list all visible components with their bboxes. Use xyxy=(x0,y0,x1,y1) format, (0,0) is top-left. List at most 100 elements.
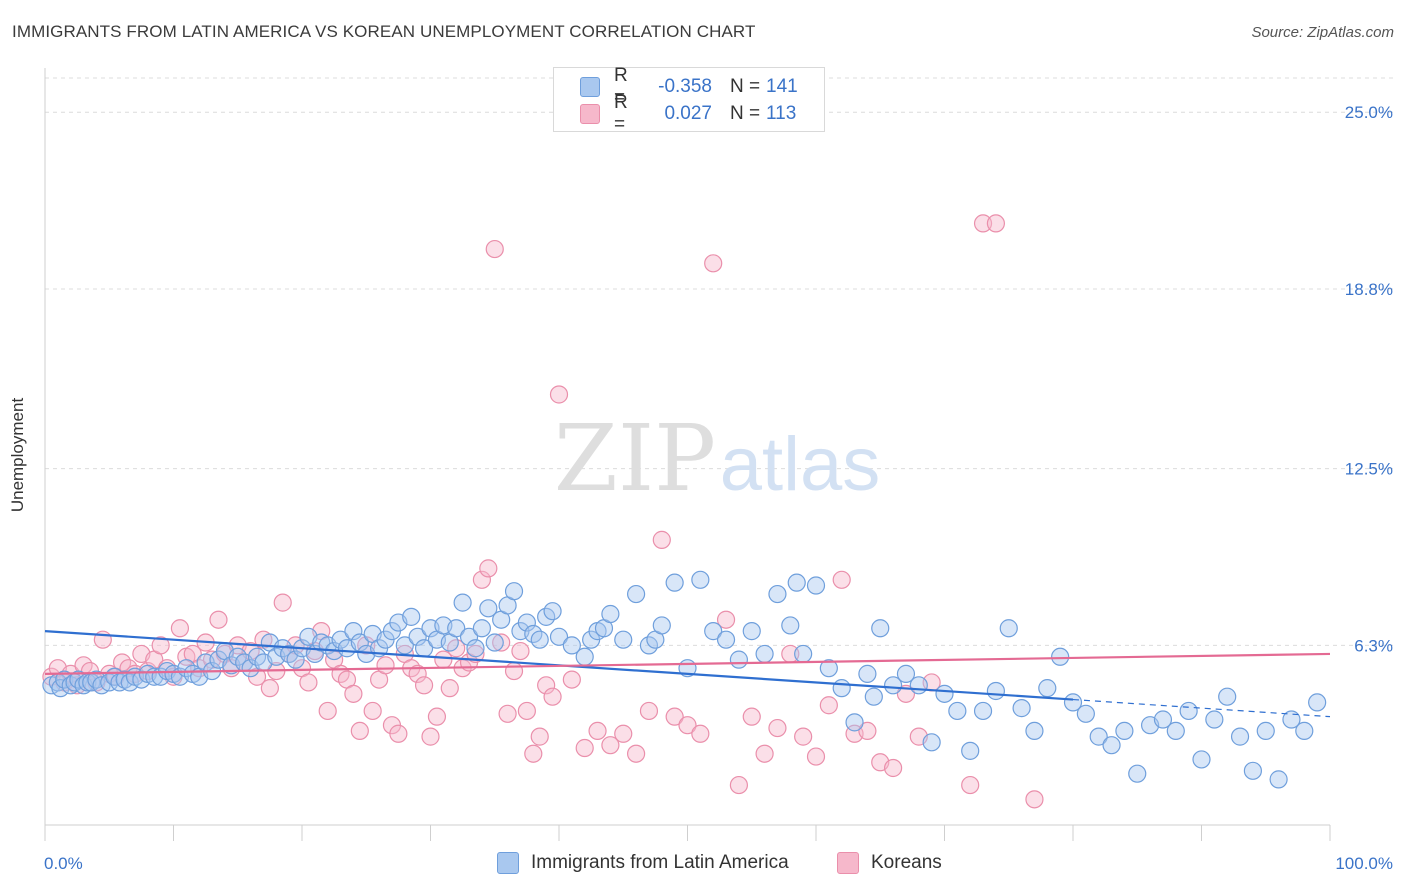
latin-america-point xyxy=(1243,761,1263,780)
correlation-legend: R = -0.358 N = 141 R = 0.027 N = 113 xyxy=(553,65,825,135)
data-points xyxy=(42,214,1327,809)
korean-point xyxy=(973,214,993,233)
korean-point xyxy=(1025,790,1044,809)
korean-point xyxy=(530,727,549,746)
latin-america-point xyxy=(1051,647,1070,666)
latin-america-point xyxy=(742,622,761,641)
legend-swatch-pink xyxy=(837,852,859,874)
latin-america-point xyxy=(1128,764,1147,783)
latin-america-point xyxy=(768,584,787,604)
korean-point xyxy=(562,670,581,689)
legend-item-latin-america[interactable]: Immigrants from Latin America xyxy=(497,852,789,874)
korean-point xyxy=(729,775,749,795)
latin-america-point xyxy=(1205,710,1224,729)
korean-point xyxy=(832,570,851,589)
y-tick-label: 12.5% xyxy=(1345,460,1393,479)
latin-america-trendline-extension xyxy=(1072,698,1331,718)
latin-america-point xyxy=(1089,727,1108,746)
korean-point xyxy=(652,530,671,549)
latin-america-point xyxy=(1230,727,1250,746)
latin-america-point xyxy=(806,576,826,595)
latin-america-point xyxy=(1282,710,1301,729)
latin-america-point xyxy=(1115,721,1134,741)
latin-america-point xyxy=(871,619,890,638)
korean-point xyxy=(614,724,633,743)
legend-label: Koreans xyxy=(871,852,942,873)
korean-point xyxy=(350,721,369,741)
latin-america-point xyxy=(626,584,646,604)
korean-point xyxy=(260,679,279,698)
latin-america-point xyxy=(986,681,1006,701)
korean-point xyxy=(768,718,787,738)
chart-title: IMMIGRANTS FROM LATIN AMERICA VS KOREAN … xyxy=(12,22,756,41)
latin-america-point xyxy=(575,647,594,666)
latin-america-point xyxy=(1166,721,1185,741)
korean-point xyxy=(537,676,556,695)
watermark: ZIP atlas xyxy=(554,405,880,512)
korean-point xyxy=(376,656,395,675)
korean-point xyxy=(485,239,504,259)
korean-point xyxy=(414,676,434,695)
korean-point xyxy=(517,701,536,721)
n-value: 113 xyxy=(766,103,797,124)
korean-point xyxy=(742,707,761,726)
r-label: R = xyxy=(614,92,628,135)
korean-point xyxy=(498,704,517,723)
latin-america-point xyxy=(601,604,620,624)
korean-point xyxy=(299,673,318,692)
n-label: N = xyxy=(730,103,761,124)
korean-point xyxy=(755,744,774,763)
r-label: R = xyxy=(614,65,628,108)
latin-america-point xyxy=(1192,750,1211,769)
latin-america-point xyxy=(1063,693,1083,712)
y-tick-label: 18.8% xyxy=(1345,280,1393,299)
korean-point xyxy=(511,641,530,661)
n-label: N = xyxy=(730,76,761,97)
latin-america-point xyxy=(781,616,800,635)
korean-point xyxy=(626,744,646,763)
latin-america-point xyxy=(395,636,414,655)
korean-point xyxy=(691,724,710,743)
korean-point xyxy=(363,701,382,721)
x-tick-label: 0.0% xyxy=(44,854,83,873)
korean-point xyxy=(209,610,228,629)
latin-america-point xyxy=(716,630,736,649)
latin-america-point xyxy=(120,673,139,692)
korean-point xyxy=(806,747,826,766)
latin-america-point xyxy=(485,633,504,652)
latin-america-point xyxy=(691,570,710,589)
legend-item-koreans[interactable]: Koreans xyxy=(837,852,942,874)
latin-america-point xyxy=(755,644,774,664)
latin-america-point xyxy=(504,582,524,601)
korean-point xyxy=(440,679,459,698)
latin-america-point xyxy=(1218,687,1237,706)
latin-america-point xyxy=(961,741,980,760)
latin-america-point xyxy=(1179,701,1198,721)
latin-america-point xyxy=(1076,704,1095,723)
korean-point xyxy=(549,385,569,404)
latin-america-point xyxy=(845,713,864,732)
korean-point xyxy=(151,636,170,655)
korean-point xyxy=(601,736,620,755)
latin-america-point xyxy=(864,687,883,706)
latin-america-point xyxy=(973,701,993,721)
latin-america-point xyxy=(530,630,549,649)
legend-row-koreans: R = 0.027 N = 113 xyxy=(580,92,797,135)
korean-point xyxy=(170,619,190,638)
x-tick-label: 100.0% xyxy=(1335,854,1393,873)
latin-america-point xyxy=(1025,721,1044,741)
latin-america-point xyxy=(459,627,479,646)
legend-swatch-pink xyxy=(580,104,600,124)
korean-point xyxy=(961,775,980,795)
source-label: Source: ZipAtlas.com xyxy=(1251,24,1394,41)
r-value: -0.358 xyxy=(658,76,712,97)
latin-america-point xyxy=(1102,736,1121,755)
korean-point xyxy=(479,559,498,578)
latin-america-point xyxy=(1012,699,1031,718)
korean-point xyxy=(794,727,813,746)
latin-america-point xyxy=(1269,770,1288,789)
latin-america-point xyxy=(896,664,916,683)
latin-america-point xyxy=(472,619,491,638)
latin-america-point xyxy=(549,627,569,646)
